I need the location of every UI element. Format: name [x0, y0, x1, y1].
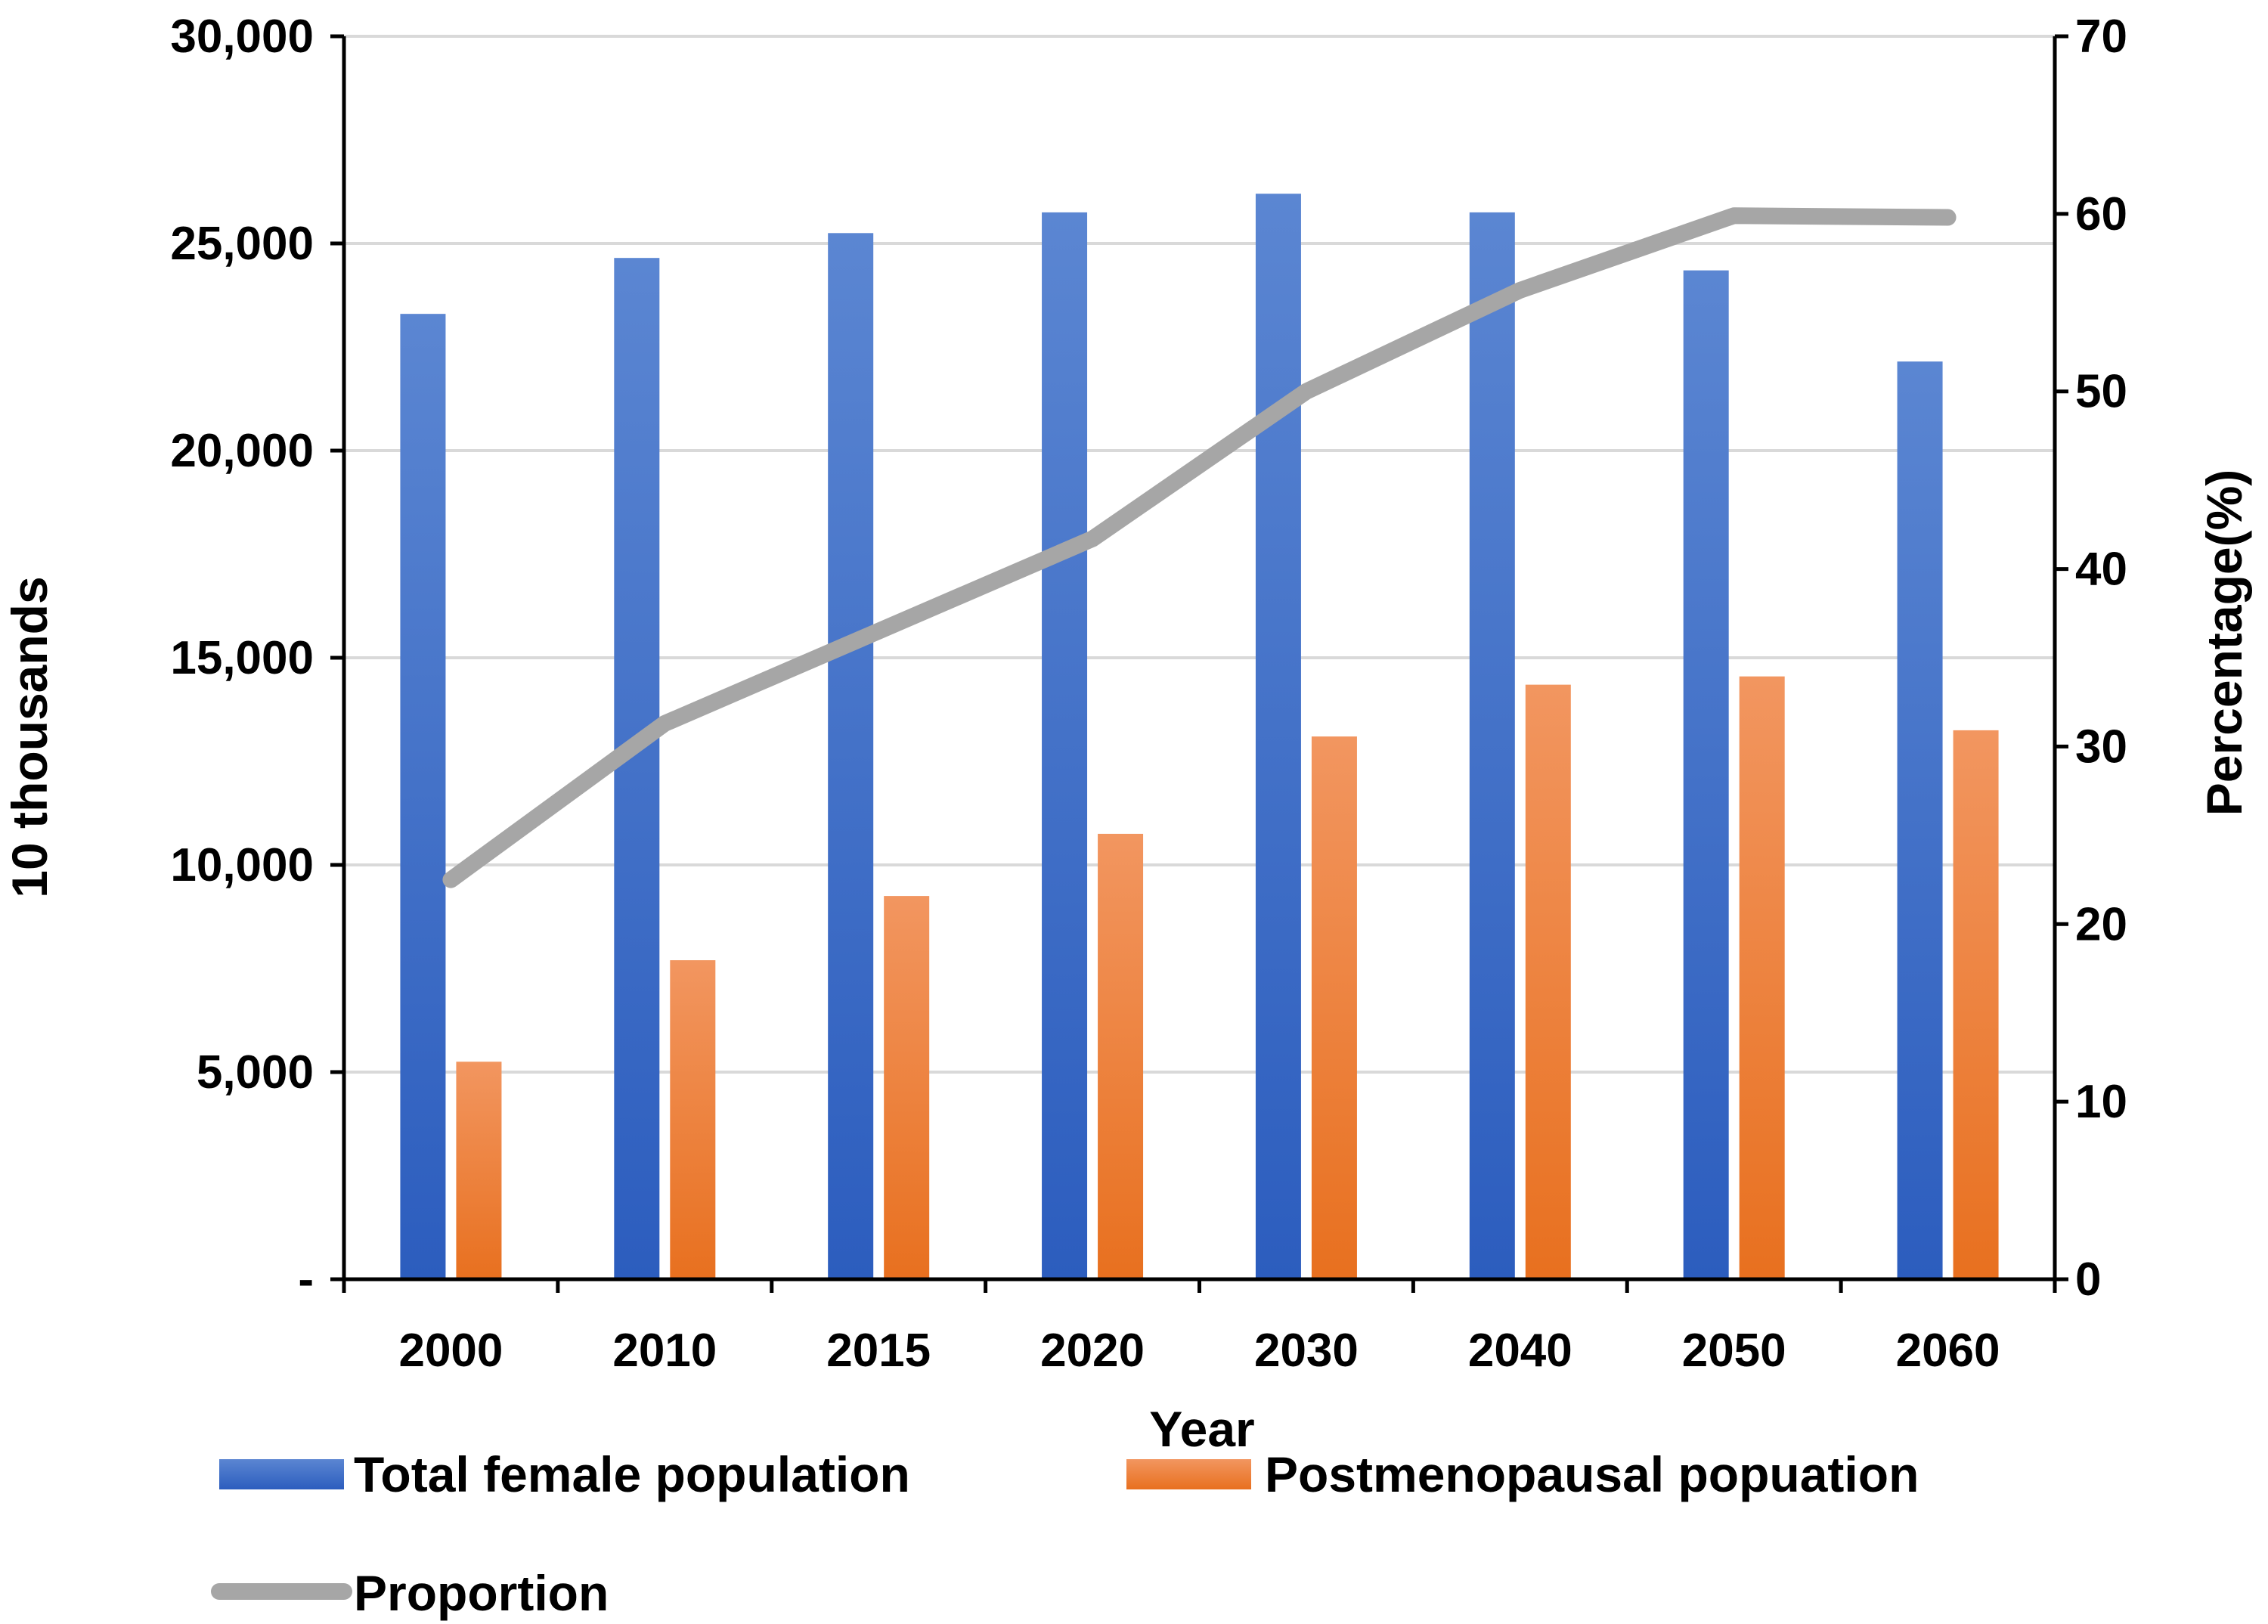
y2-tick-label: 20 [2075, 898, 2127, 950]
bar-postmenopausal-2000 [456, 1061, 502, 1279]
bars [400, 194, 1999, 1280]
x-tick-label: 2000 [398, 1325, 503, 1377]
x-tick-label: 2015 [826, 1325, 931, 1377]
bar-postmenopausal-2040 [1525, 684, 1571, 1279]
bar-total-female-2030 [1255, 194, 1301, 1279]
y-tick-label: 15,000 [170, 632, 314, 684]
tick-labels: - 5,000 10,000 15,000 20,000 25,000 30,000 0 10 2… [170, 11, 2127, 1377]
legend-label-postmenopausal: Postmenopausal popuation [1265, 1446, 1919, 1502]
y2-tick-label: 50 [2075, 366, 2127, 418]
proportion-point-2040 [1518, 288, 1522, 292]
x-axis-title: Year [1149, 1401, 1254, 1457]
bar-postmenopausal-2020 [1098, 833, 1144, 1279]
legend-swatch-total-female [219, 1459, 344, 1489]
bar-total-female-2040 [1469, 212, 1515, 1279]
y-tick-label: 10,000 [170, 839, 314, 891]
bar-postmenopausal-2060 [1953, 730, 1999, 1279]
proportion-point-2010 [663, 721, 667, 725]
legend-label-proportion: Proportion [354, 1565, 609, 1621]
bar-postmenopausal-2030 [1311, 736, 1357, 1279]
y2-tick-label: 0 [2075, 1254, 2101, 1306]
x-tick-label: 2040 [1468, 1325, 1572, 1377]
x-tick-label: 2030 [1254, 1325, 1359, 1377]
legend-swatch-postmenopausal [1126, 1459, 1251, 1489]
y2-tick-label: 10 [2075, 1076, 2127, 1128]
y-axis-title: 10 thousands [2, 576, 57, 897]
bar-total-female-2050 [1683, 270, 1729, 1279]
bar-postmenopausal-2010 [670, 960, 716, 1279]
x-tick-label: 2020 [1040, 1325, 1145, 1377]
gridlines [344, 35, 2055, 1074]
y-tick-label: 25,000 [170, 218, 314, 270]
y2-tick-label: 30 [2075, 721, 2127, 773]
x-tick-label: 2010 [612, 1325, 717, 1377]
proportion-line [442, 207, 1957, 888]
bar-total-female-2020 [1042, 212, 1088, 1279]
bar-total-female-2015 [828, 233, 874, 1279]
bar-total-female-2010 [614, 258, 660, 1280]
proportion-point-2015 [877, 629, 881, 633]
y-tick-label: 5,000 [197, 1046, 314, 1099]
y-tick-label: - [298, 1254, 314, 1306]
y2-axis-title: Percentage(%) [2196, 470, 2252, 817]
proportion-point-2060 [1946, 215, 1950, 219]
y2-tick-label: 40 [2075, 544, 2127, 596]
proportion-point-2030 [1304, 389, 1308, 393]
bar-postmenopausal-2050 [1739, 676, 1785, 1279]
bar-total-female-2060 [1897, 361, 1943, 1280]
axes [330, 34, 2068, 1293]
y2-tick-label: 70 [2075, 11, 2127, 63]
y-tick-label: 20,000 [170, 425, 314, 477]
y-tick-label: 30,000 [170, 11, 314, 63]
y2-tick-label: 60 [2075, 188, 2127, 240]
bar-total-female-2000 [400, 314, 446, 1279]
proportion-point-2050 [1732, 214, 1736, 218]
proportion-point-2000 [449, 878, 453, 882]
bar-postmenopausal-2015 [884, 896, 930, 1279]
x-tick-label: 2060 [1896, 1325, 2000, 1377]
x-tick-label: 2050 [1682, 1325, 1786, 1377]
legend-label-total-female: Total female population [354, 1446, 910, 1502]
proportion-point-2020 [1091, 537, 1095, 541]
proportion-line-layer [442, 207, 1957, 888]
legend: Total female population Postmenopausal p… [211, 1446, 1919, 1621]
